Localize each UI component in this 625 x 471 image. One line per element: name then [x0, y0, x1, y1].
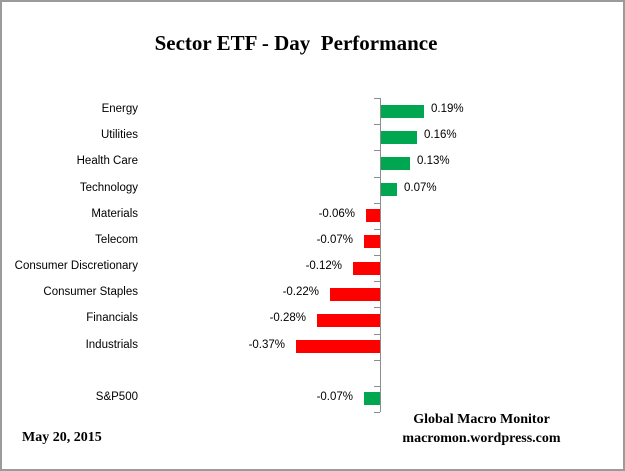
data-bar-technology	[381, 183, 397, 196]
value-label: 0.19%	[431, 103, 464, 115]
data-bar-materials	[366, 209, 380, 222]
value-label: 0.07%	[404, 182, 437, 194]
value-label: -0.28%	[269, 312, 306, 324]
category-label: S&P500	[95, 391, 138, 403]
data-bar-consumer-discretionary	[353, 262, 380, 275]
value-label: -0.37%	[248, 339, 285, 351]
data-bar-s-p500	[364, 392, 380, 405]
value-label: -0.12%	[305, 260, 342, 272]
chart-date: May 20, 2015	[22, 430, 102, 445]
data-bar-health-care	[381, 157, 410, 170]
category-label: Industrials	[85, 339, 138, 351]
category-label: Consumer Discretionary	[14, 260, 138, 272]
category-label: Consumer Staples	[43, 286, 138, 298]
data-bar-consumer-staples	[330, 288, 380, 301]
data-bar-utilities	[381, 131, 417, 144]
data-bar-energy	[381, 105, 424, 118]
category-label: Energy	[101, 103, 138, 115]
category-label: Technology	[79, 182, 138, 194]
axis-tick-mark	[374, 334, 380, 335]
value-label: -0.07%	[316, 234, 353, 246]
axis-tick-mark	[374, 124, 380, 125]
axis-tick-mark	[374, 150, 380, 151]
axis-tick-mark	[374, 229, 380, 230]
axis-tick-mark	[374, 307, 380, 308]
axis-tick-mark	[374, 98, 380, 99]
brand-url: macromon.wordpress.com	[402, 431, 561, 446]
axis-tick-mark	[374, 281, 380, 282]
value-label: 0.13%	[417, 155, 450, 167]
category-label: Telecom	[95, 234, 138, 246]
brand-name: Global Macro Monitor	[413, 412, 550, 427]
axis-tick-mark	[374, 255, 380, 256]
value-label: -0.06%	[318, 208, 355, 220]
value-axis-line	[380, 98, 381, 412]
value-label: -0.07%	[316, 391, 353, 403]
data-bar-financials	[317, 314, 380, 327]
category-label: Materials	[91, 208, 138, 220]
axis-tick-mark	[374, 177, 380, 178]
axis-tick-mark	[374, 386, 380, 387]
data-bar-industrials	[296, 340, 380, 353]
data-bar-telecom	[364, 235, 380, 248]
axis-tick-mark	[374, 360, 380, 361]
brand-attribution: Global Macro Monitor macromon.wordpress.…	[379, 410, 584, 448]
category-label: Health Care	[76, 155, 138, 167]
category-label: Financials	[86, 312, 138, 324]
value-label: 0.16%	[424, 129, 457, 141]
chart-title: Sector ETF - Day Performance	[154, 31, 438, 55]
axis-tick-mark	[374, 203, 380, 204]
axis-tick-mark	[374, 412, 380, 413]
category-label: Utilities	[100, 129, 138, 141]
value-label: -0.22%	[282, 286, 319, 298]
